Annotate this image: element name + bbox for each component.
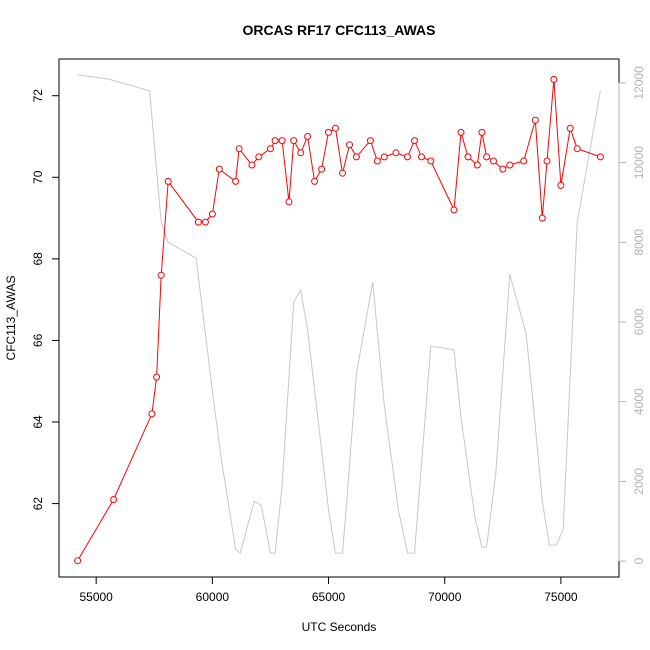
- y-axis-label: CFC113_AWAS: [4, 276, 18, 361]
- data-point: [110, 496, 118, 503]
- data-point: [164, 177, 172, 185]
- x-tick-label: 70000: [428, 590, 462, 604]
- data-point: [278, 137, 286, 145]
- data-point: [215, 165, 223, 173]
- data-point: [411, 137, 418, 145]
- data-point: [325, 128, 332, 136]
- chart-title: ORCAS RF17 CFC113_AWAS: [243, 22, 436, 38]
- axes-layer: 55000 60000 65000 70000 75000 62 64 66 68 70 72 0 20…: [31, 66, 646, 604]
- data-point: [392, 149, 400, 157]
- y-tick-label: 64: [31, 415, 45, 429]
- data-point: [148, 410, 156, 418]
- data-point: [538, 214, 546, 222]
- data-point: [596, 153, 604, 161]
- y2-tick-label: 10000: [632, 146, 646, 180]
- data-point: [235, 145, 243, 153]
- altitude-series-layer: [77, 74, 601, 555]
- y-tick-label: 70: [31, 170, 45, 184]
- data-point: [153, 373, 161, 381]
- data-point: [267, 145, 274, 153]
- data-point: [450, 206, 458, 214]
- y2-tick-label: 2000: [632, 468, 646, 495]
- data-point: [352, 153, 360, 161]
- data-point: [366, 137, 374, 145]
- plot-frame: [58, 58, 620, 578]
- data-point: [543, 157, 551, 165]
- data-point: [478, 128, 486, 136]
- data-point: [373, 157, 381, 165]
- data-point: [483, 153, 491, 161]
- y2-tick-label: 8000: [632, 229, 646, 256]
- cfc113-series-layer: [74, 75, 604, 565]
- x-tick-label: 60000: [196, 590, 230, 604]
- data-point: [566, 124, 574, 132]
- y2-tick-label: 12000: [632, 66, 646, 100]
- y2-tick-label: 0: [632, 557, 646, 564]
- y-tick-label: 72: [31, 89, 45, 103]
- data-point: [332, 124, 339, 132]
- data-point: [557, 181, 565, 189]
- y2-tick-label: 6000: [632, 308, 646, 335]
- data-point: [380, 153, 388, 161]
- x-axis-label: UTC Seconds: [302, 620, 377, 634]
- data-point: [490, 157, 497, 165]
- data-point: [311, 177, 319, 185]
- data-point: [404, 153, 411, 161]
- data-point: [531, 116, 539, 124]
- data-point: [339, 169, 346, 177]
- data-point: [201, 218, 209, 226]
- y-tick-label: 68: [31, 252, 45, 266]
- y2-tick-label: 4000: [632, 388, 646, 415]
- data-point: [194, 218, 202, 226]
- data-point: [464, 153, 472, 161]
- data-point: [346, 141, 353, 149]
- data-point: [427, 157, 435, 165]
- data-point: [290, 137, 298, 145]
- data-point: [74, 557, 82, 565]
- x-tick-label: 65000: [312, 590, 346, 604]
- data-point: [318, 165, 326, 173]
- y-tick-label: 66: [31, 333, 45, 347]
- data-point: [550, 75, 558, 83]
- data-point: [248, 161, 256, 169]
- data-point: [499, 165, 507, 173]
- x-tick-label: 75000: [544, 590, 578, 604]
- data-point: [157, 271, 165, 279]
- data-point: [271, 137, 279, 145]
- data-point: [573, 145, 581, 153]
- x-tick-label: 55000: [79, 590, 113, 604]
- data-point: [457, 128, 465, 136]
- data-point: [418, 153, 425, 161]
- altitude-series-line: [77, 74, 601, 555]
- y-tick-label: 62: [31, 497, 45, 511]
- data-point: [304, 133, 312, 140]
- data-point: [285, 198, 293, 206]
- data-point: [520, 157, 528, 165]
- data-point: [232, 177, 240, 185]
- data-point: [297, 149, 305, 157]
- data-point: [473, 161, 481, 169]
- data-point: [255, 153, 263, 161]
- data-point: [208, 210, 216, 218]
- data-point: [506, 161, 514, 169]
